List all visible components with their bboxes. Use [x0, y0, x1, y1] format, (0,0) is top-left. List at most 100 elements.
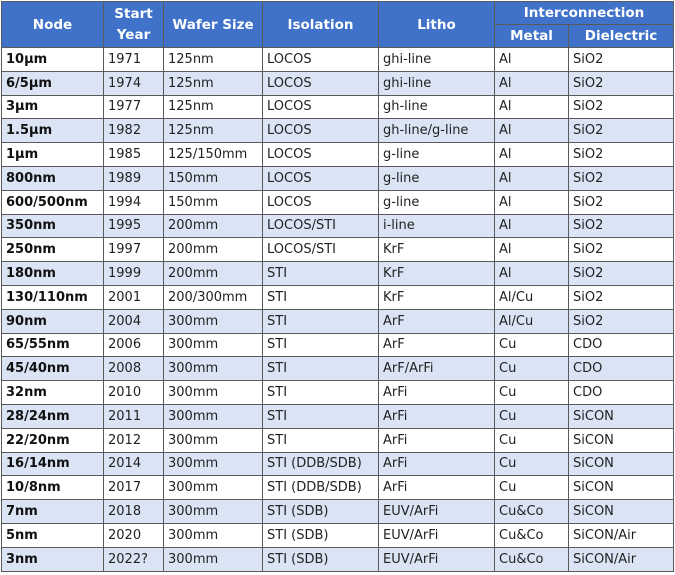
table-cell: STI (DDB/SDB)	[262, 451, 379, 477]
table-cell: ArFi	[378, 451, 495, 477]
table-cell: ghi-line	[378, 47, 495, 72]
table-row: 800nm 1989 150mm LOCOS g-line Al SiO2	[1, 165, 674, 191]
table-cell: 300mm	[163, 499, 263, 524]
table-cell: 2017	[103, 475, 164, 501]
table-cell: 2006	[103, 332, 164, 358]
header-cell: Dielectric	[568, 24, 674, 48]
node-cell: 16/14nm	[1, 451, 104, 477]
table-cell: 1994	[103, 189, 164, 215]
table-row: 22/20nm 2012 300mm STI ArFi Cu SiCON	[1, 427, 674, 453]
table-row: 16/14nm 2014 300mm STI (DDB/SDB) ArFi Cu SiCON	[1, 451, 674, 477]
table-cell: 300mm	[163, 522, 263, 548]
table-cell: g-line	[378, 142, 495, 167]
table-cell: SiCON	[568, 427, 674, 453]
table-cell: 150mm	[163, 165, 263, 191]
table-row: 250nm 1997 200mm LOCOS/STI KrF Al SiO2	[1, 237, 674, 263]
table-row: 10μm 1971 125nm LOCOS ghi-line Al SiO2	[1, 47, 674, 72]
table-cell: Cu&Co	[494, 499, 569, 524]
table-cell: LOCOS	[262, 70, 379, 96]
table-cell: STI	[262, 403, 379, 429]
node-cell: 22/20nm	[1, 427, 104, 453]
table-cell: LOCOS	[262, 118, 379, 144]
table-cell: Al	[494, 261, 569, 286]
node-cell: 800nm	[1, 165, 104, 191]
table-cell: SiCON/Air	[568, 522, 674, 548]
table-cell: Cu	[494, 356, 569, 382]
table-cell: 125nm	[163, 47, 263, 72]
table-cell: ArF	[378, 332, 495, 358]
table-cell: LOCOS	[262, 165, 379, 191]
table-cell: 125nm	[163, 118, 263, 144]
table-cell: STI	[262, 284, 379, 310]
table-cell: 300mm	[163, 475, 263, 501]
table-cell: 200/300mm	[163, 284, 263, 310]
table-cell: Cu	[494, 451, 569, 477]
table-cell: STI	[262, 427, 379, 453]
node-cell: 3nm	[1, 546, 104, 572]
table-cell: 300mm	[163, 332, 263, 358]
table-cell: STI (SDB)	[262, 546, 379, 572]
table-cell: 2014	[103, 451, 164, 477]
node-cell: 32nm	[1, 380, 104, 405]
header-cell: Start Year	[103, 1, 164, 48]
table-cell: SiO2	[568, 284, 674, 310]
table-cell: Al/Cu	[494, 284, 569, 310]
table-cell: 300mm	[163, 308, 263, 334]
table-cell: KrF	[378, 261, 495, 286]
table-cell: 1995	[103, 213, 164, 239]
node-cell: 65/55nm	[1, 332, 104, 358]
table-cell: ArFi	[378, 475, 495, 501]
table-row: 32nm 2010 300mm STI ArFi Cu CDO	[1, 380, 674, 405]
table-cell: SiCON	[568, 475, 674, 501]
table-cell: SiO2	[568, 94, 674, 120]
table-row: 10/8nm 2017 300mm STI (DDB/SDB) ArFi Cu SiCON	[1, 475, 674, 501]
table-cell: KrF	[378, 237, 495, 263]
table-cell: Cu&Co	[494, 522, 569, 548]
table-cell: 1985	[103, 142, 164, 167]
table-body: 10μm 1971 125nm LOCOS ghi-line Al SiO2 6/5μm 197…	[1, 47, 674, 572]
table-cell: STI (SDB)	[262, 522, 379, 548]
node-cell: 10μm	[1, 47, 104, 72]
table-cell: ghi-line	[378, 70, 495, 96]
table-cell: SiCON	[568, 499, 674, 524]
table-cell: SiO2	[568, 261, 674, 286]
table-cell: STI	[262, 261, 379, 286]
table-cell: Al	[494, 47, 569, 72]
table-cell: Al	[494, 118, 569, 144]
header-cell: Litho	[378, 1, 495, 48]
node-cell: 45/40nm	[1, 356, 104, 382]
table-cell: LOCOS	[262, 142, 379, 167]
table-cell: 300mm	[163, 427, 263, 453]
table-cell: Cu	[494, 427, 569, 453]
table-cell: SiCON	[568, 403, 674, 429]
table-row: 65/55nm 2006 300mm STI ArF Cu CDO	[1, 332, 674, 358]
table-row: 28/24nm 2011 300mm STI ArFi Cu SiCON	[1, 403, 674, 429]
table-cell: i-line	[378, 213, 495, 239]
table-row: 180nm 1999 200mm STI KrF Al SiO2	[1, 261, 674, 286]
table-cell: 2004	[103, 308, 164, 334]
table-cell: Cu	[494, 475, 569, 501]
table-cell: 1971	[103, 47, 164, 72]
table-cell: 300mm	[163, 546, 263, 572]
table-cell: 2018	[103, 499, 164, 524]
table-cell: 2008	[103, 356, 164, 382]
header-cell: Node	[1, 1, 104, 48]
table-cell: 300mm	[163, 403, 263, 429]
table-cell: EUV/ArFi	[378, 499, 495, 524]
table-cell: Al	[494, 165, 569, 191]
table-cell: 300mm	[163, 451, 263, 477]
table-cell: LOCOS/STI	[262, 237, 379, 263]
table-cell: SiO2	[568, 189, 674, 215]
node-cell: 90nm	[1, 308, 104, 334]
table-cell: 1977	[103, 94, 164, 120]
table-cell: 300mm	[163, 380, 263, 405]
table-cell: gh-line/g-line	[378, 118, 495, 144]
node-cell: 350nm	[1, 213, 104, 239]
table-cell: 200mm	[163, 261, 263, 286]
table-cell: 2020	[103, 522, 164, 548]
table-cell: LOCOS	[262, 94, 379, 120]
node-cell: 10/8nm	[1, 475, 104, 501]
table-cell: SiO2	[568, 47, 674, 72]
table-cell: LOCOS	[262, 189, 379, 215]
